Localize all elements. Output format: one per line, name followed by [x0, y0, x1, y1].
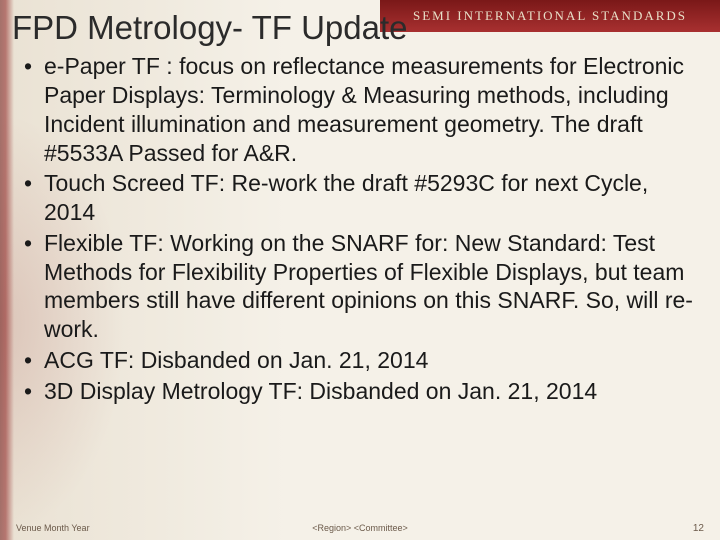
bullet-text: 3D Display Metrology TF: Disbanded on Ja…	[44, 378, 597, 404]
slide-footer: Venue Month Year <Region> <Committee> 12	[0, 523, 720, 534]
slide-content: FPD Metrology- TF Update e-Paper TF : fo…	[0, 0, 720, 540]
bullet-text: e-Paper TF : focus on reflectance measur…	[44, 53, 684, 165]
footer-left: Venue Month Year	[16, 523, 90, 533]
bullet-text: ACG TF: Disbanded on Jan. 21, 2014	[44, 347, 428, 373]
bullet-text: Touch Screed TF: Re-work the draft #5293…	[44, 170, 648, 225]
footer-center: <Region> <Committee>	[312, 523, 408, 533]
list-item: e-Paper TF : focus on reflectance measur…	[20, 52, 702, 167]
list-item: 3D Display Metrology TF: Disbanded on Ja…	[20, 377, 702, 406]
list-item: ACG TF: Disbanded on Jan. 21, 2014	[20, 346, 702, 375]
list-item: Flexible TF: Working on the SNARF for: N…	[20, 229, 702, 344]
bullet-list: e-Paper TF : focus on reflectance measur…	[12, 52, 702, 405]
page-title: FPD Metrology- TF Update	[12, 10, 702, 46]
footer-page-number: 12	[693, 523, 704, 534]
bullet-text: Flexible TF: Working on the SNARF for: N…	[44, 230, 693, 342]
list-item: Touch Screed TF: Re-work the draft #5293…	[20, 169, 702, 227]
